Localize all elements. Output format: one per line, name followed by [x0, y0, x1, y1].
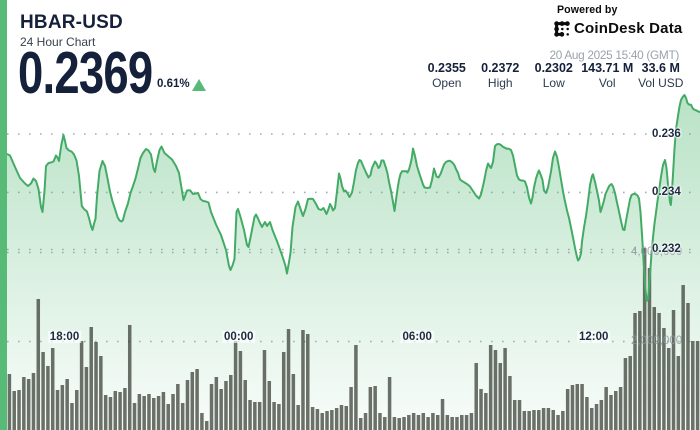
time-axis-label: 06:00 [400, 331, 434, 343]
powered-by-label: Powered by [557, 4, 618, 16]
stat-value: 33.6 M [641, 61, 680, 75]
change-percent: 0.61% [157, 78, 190, 90]
stat-value: 0.2372 [481, 61, 520, 75]
time-axis-label: 12:00 [576, 331, 611, 343]
price-line [6, 94, 700, 302]
time-axis-label: 00:00 [222, 331, 256, 343]
brand-name: CoinDesk Data [574, 20, 683, 37]
stat-label: Low [542, 76, 565, 90]
volume-axis-label: 4,000,000 [631, 245, 683, 258]
stat-value: 0.2355 [427, 61, 466, 75]
stat-label: High [487, 76, 513, 90]
stat-value: 143.71 M [581, 61, 634, 75]
price-axis-label: 0.232 [652, 243, 681, 255]
coindesk-logo-icon [554, 21, 570, 37]
time-axis-label: 18:00 [47, 331, 82, 343]
volume-axis-label: 2,000,000 [631, 334, 683, 347]
instrument-title: HBAR-USD [20, 12, 123, 33]
last-price: 0.2369 [18, 40, 153, 106]
stat-volume: 143.71 M Vol [581, 61, 635, 90]
price-axis-label: 0.236 [652, 127, 681, 140]
volume-bars [7, 248, 700, 430]
stat-label: Vol USD [638, 76, 684, 90]
up-arrow-icon [192, 79, 206, 91]
price-area-fill [7, 95, 700, 430]
brand-logo: CoinDesk Data [554, 20, 700, 38]
price-axis-label: 0.234 [652, 185, 681, 198]
stat-open: 0.2355 Open [420, 61, 474, 90]
timestamp: 20 Aug 2025 15:40 (GMT) [549, 48, 679, 62]
chart-subtitle: 24 Hour Chart [20, 35, 96, 49]
stat-high: 0.2372 High [474, 61, 528, 90]
stat-value: 0.2302 [534, 61, 573, 75]
accent-left-bar [0, 0, 7, 430]
stat-label: Open [432, 76, 462, 90]
stat-low: 0.2302 Low [527, 61, 581, 90]
stat-label: Vol [598, 76, 616, 90]
stat-volume-usd: 33.6 M Vol USD [634, 61, 688, 90]
stats-row: 0.2355 Open 0.2372 High 0.2302 Low 143.7… [420, 61, 688, 90]
